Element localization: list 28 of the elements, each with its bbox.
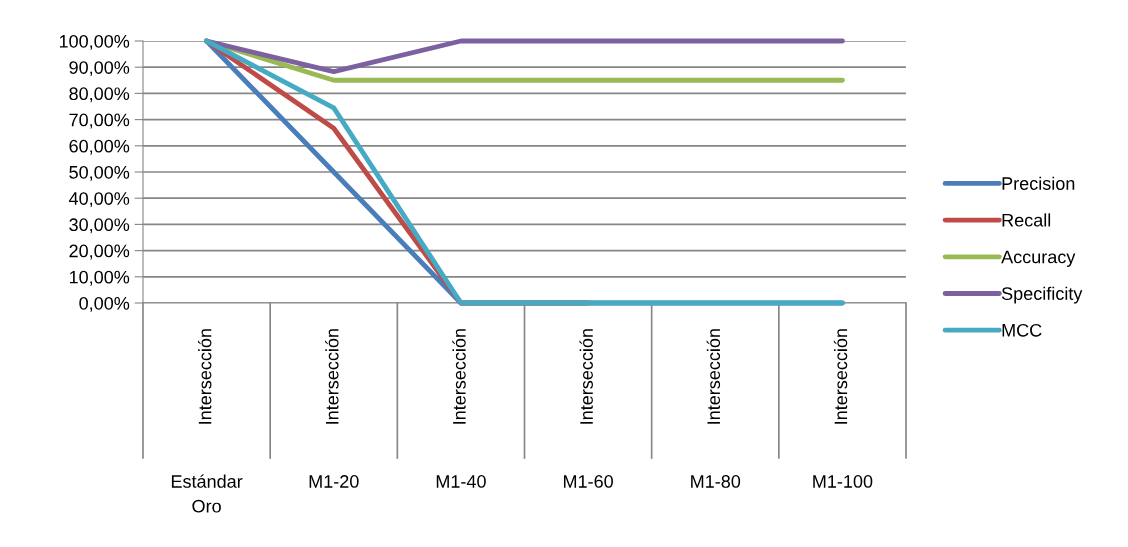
x-tick-label: Intersección [833, 329, 848, 424]
text: M1-60 [563, 475, 613, 488]
y-tick-label: 40,00% [68, 192, 130, 208]
y-tick-label: 0,00% [79, 296, 130, 312]
legend-label: Specificity [1001, 286, 1083, 304]
y-tick-label: 30,00% [69, 218, 130, 234]
y-tick-label: 90,00% [69, 61, 130, 77]
y-tick-label: 10,00% [69, 270, 130, 286]
y-tick-label: 80,00% [69, 87, 130, 103]
legend-label: Precision [1002, 176, 1075, 190]
text: M1-100 [813, 475, 873, 488]
legend-label: Recall [1002, 213, 1051, 227]
text: Estándar Oro [171, 474, 243, 513]
x-tick-label: Intersección [706, 329, 721, 424]
legend-label: MCC [1002, 323, 1042, 337]
y-tick-label: 60,00% [69, 139, 130, 155]
text: M1-20 [309, 475, 359, 488]
y-tick-label: 50,00% [69, 165, 130, 181]
y-tick-label: 100,00% [59, 34, 130, 50]
x-tick-label: Intersección [452, 329, 466, 424]
x-tick-label: Intersección [579, 329, 593, 424]
text: M1-40 [436, 475, 486, 488]
y-tick-label: 20,00% [69, 244, 130, 260]
y-tick-label: 70,00% [69, 113, 130, 129]
x-tick-label: Intersección [325, 329, 339, 424]
text: M1-80 [691, 475, 741, 488]
x-tick-label: Intersección [197, 329, 212, 424]
legend-label: Accuracy [1001, 250, 1076, 267]
